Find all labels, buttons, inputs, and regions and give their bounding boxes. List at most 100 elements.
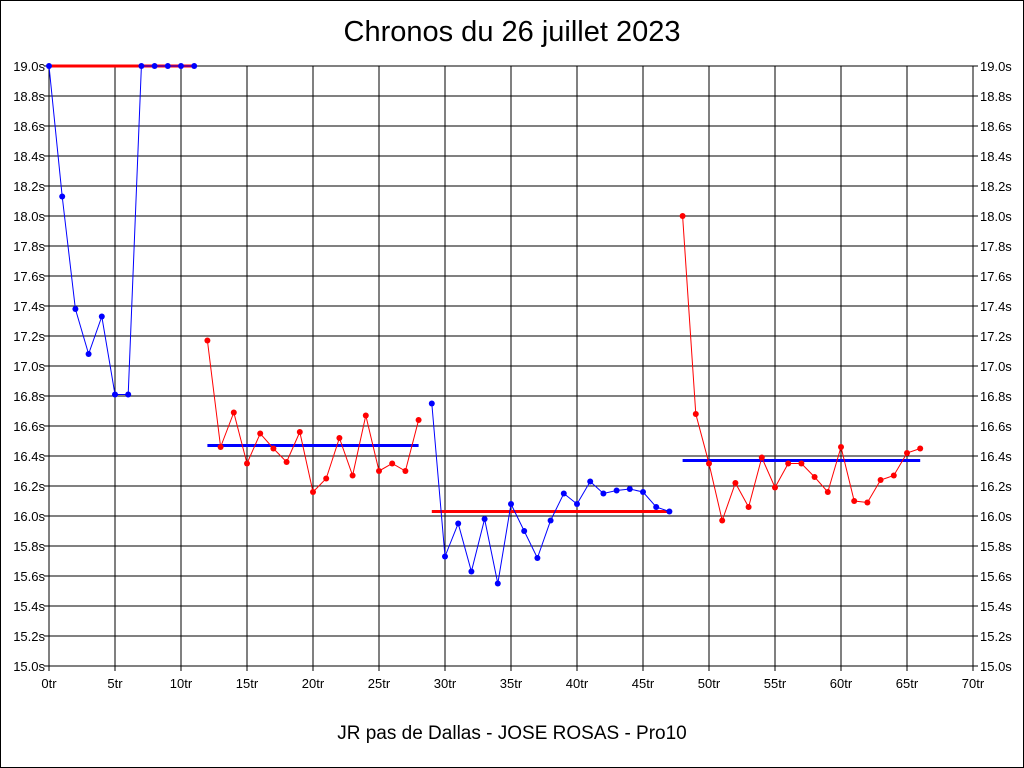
y-tick-label-left: 17.4s: [13, 299, 45, 314]
data-point: [415, 417, 422, 423]
y-tick-label-left: 15.6s: [13, 569, 45, 584]
data-point: [613, 487, 620, 494]
data-point: [125, 391, 132, 398]
y-tick-label-left: 18.6s: [13, 119, 45, 134]
data-point: [389, 460, 396, 467]
y-tick-label-left: 16.8s: [13, 389, 45, 404]
x-tick-label: 5tr: [107, 676, 123, 691]
y-tick-label-right: 17.6s: [980, 269, 1012, 284]
data-point: [574, 501, 580, 507]
y-tick-label-right: 18.6s: [980, 119, 1012, 134]
y-tick-label-right: 18.8s: [980, 89, 1012, 104]
data-point: [112, 391, 118, 398]
data-point: [310, 489, 316, 495]
y-tick-label-left: 15.0s: [13, 659, 45, 674]
data-point: [376, 468, 382, 474]
data-point: [626, 486, 633, 492]
data-point: [349, 472, 356, 479]
data-point: [217, 444, 224, 450]
y-tick-label-right: 16.0s: [980, 509, 1012, 524]
data-point: [732, 480, 739, 486]
data-point: [851, 498, 858, 504]
y-tick-label-right: 17.2s: [980, 329, 1012, 344]
data-point: [838, 444, 844, 450]
data-point: [719, 517, 726, 524]
data-point: [785, 460, 792, 467]
data-point: [151, 63, 158, 69]
data-point: [323, 475, 330, 482]
data-point: [244, 460, 250, 467]
x-tick-label: 60tr: [830, 676, 853, 691]
y-tick-label-right: 17.0s: [980, 359, 1012, 374]
x-tick-label: 25tr: [368, 676, 391, 691]
plot-border: [48, 65, 974, 667]
data-point: [336, 435, 343, 441]
y-tick-label-left: 15.2s: [13, 629, 45, 644]
x-tick-label: 65tr: [896, 676, 919, 691]
y-tick-label-left: 18.0s: [13, 209, 45, 224]
data-point: [653, 504, 660, 510]
y-tick-label-left: 16.0s: [13, 509, 45, 524]
data-point: [178, 63, 184, 69]
data-point: [283, 459, 290, 465]
x-tick-label: 0tr: [41, 676, 57, 691]
data-point: [494, 580, 501, 587]
data-point: [402, 468, 409, 474]
data-point: [191, 63, 198, 69]
y-tick-label-left: 16.4s: [13, 449, 45, 464]
data-point: [864, 499, 871, 506]
y-tick-label-left: 18.8s: [13, 89, 45, 104]
y-tick-label-left: 16.2s: [13, 479, 45, 494]
data-point: [85, 351, 92, 357]
x-tick-label: 45tr: [632, 676, 655, 691]
data-point: [811, 474, 818, 480]
y-tick-label-right: 15.2s: [980, 629, 1012, 644]
y-tick-label-left: 19.0s: [13, 59, 45, 74]
y-tick-label-right: 18.4s: [980, 149, 1012, 164]
y-tick-label-right: 15.6s: [980, 569, 1012, 584]
y-tick-label-right: 19.0s: [980, 59, 1012, 74]
data-point: [230, 409, 237, 416]
y-tick-label-left: 18.2s: [13, 179, 45, 194]
data-point: [508, 501, 514, 507]
y-tick-label-right: 15.8s: [980, 539, 1012, 554]
axis-layer: 15.0s 15.0s 15.2s 15.2s 15.4s 15.4s 15.6s 15.6s…: [13, 59, 1012, 691]
y-tick-label-left: 15.8s: [13, 539, 45, 554]
chart-title: Chronos du 26 juillet 2023: [343, 16, 681, 48]
y-tick-label-right: 18.2s: [980, 179, 1012, 194]
data-point: [455, 520, 462, 527]
data-point: [138, 63, 145, 69]
data-point: [164, 63, 171, 69]
y-tick-label-left: 17.2s: [13, 329, 45, 344]
y-tick-label-right: 16.8s: [980, 389, 1012, 404]
data-point: [904, 450, 910, 456]
series-layer: [46, 63, 924, 587]
data-point: [798, 460, 805, 467]
data-point: [758, 454, 765, 461]
y-tick-label-right: 17.8s: [980, 239, 1012, 254]
data-point: [600, 490, 607, 497]
data-point: [534, 555, 541, 561]
data-point: [679, 213, 686, 219]
data-point: [257, 430, 264, 437]
y-tick-label-left: 16.6s: [13, 419, 45, 434]
data-point: [468, 568, 475, 575]
chart-subtitle: JR pas de Dallas - JOSE ROSAS - Pro10: [337, 723, 687, 744]
y-tick-label-left: 15.4s: [13, 599, 45, 614]
y-tick-label-right: 18.0s: [980, 209, 1012, 224]
data-point: [917, 445, 924, 452]
data-point: [745, 504, 752, 510]
y-tick-label-left: 17.8s: [13, 239, 45, 254]
y-tick-label-left: 17.0s: [13, 359, 45, 374]
data-point: [270, 445, 277, 452]
data-point: [772, 484, 778, 491]
y-tick-label-left: 18.4s: [13, 149, 45, 164]
x-tick-label: 70tr: [962, 676, 985, 691]
data-point: [98, 313, 105, 320]
grid-layer: [48, 65, 974, 667]
data-point: [362, 412, 369, 419]
series-line: [682, 215, 921, 523]
y-tick-label-right: 16.2s: [980, 479, 1012, 494]
data-point: [692, 411, 699, 417]
